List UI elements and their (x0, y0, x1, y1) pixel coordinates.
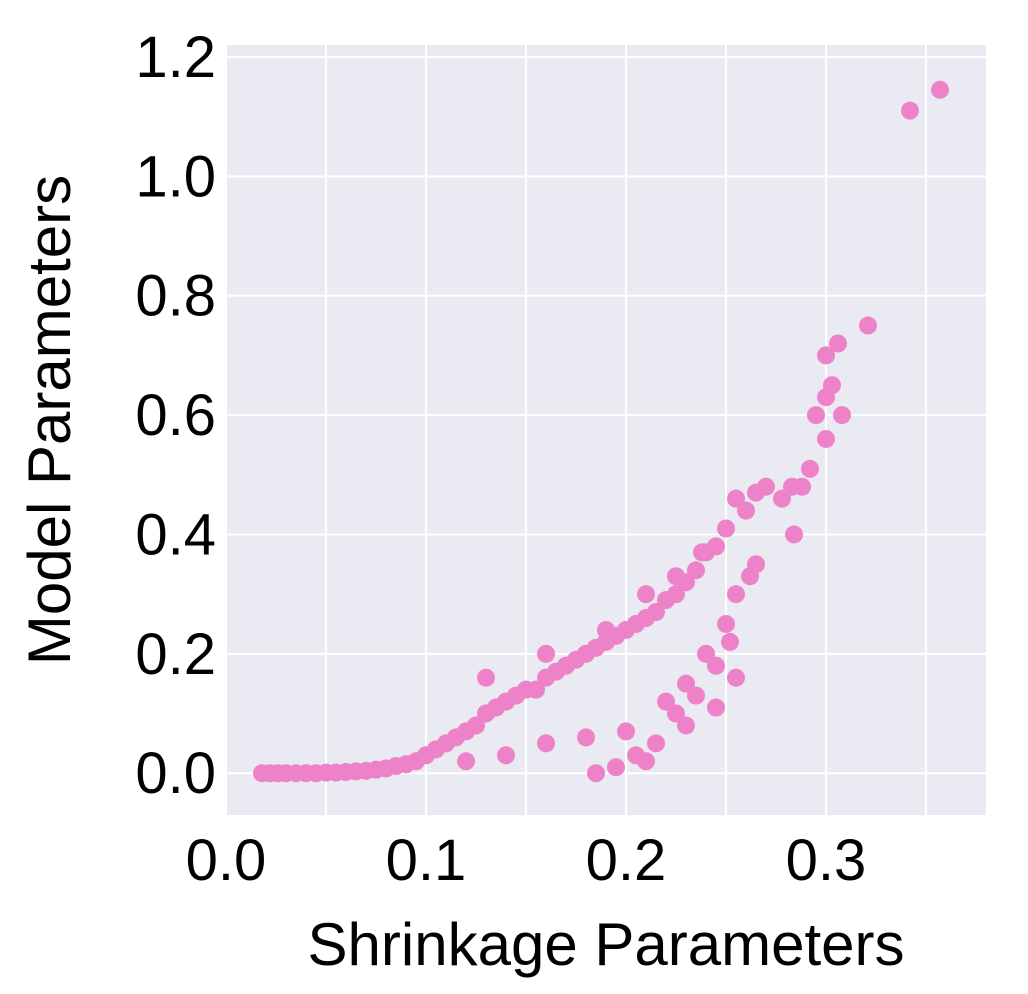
data-point (931, 80, 949, 99)
data-point (647, 603, 665, 622)
data-point (727, 668, 745, 687)
data-point (727, 585, 745, 604)
data-point (829, 334, 847, 353)
data-point (747, 555, 765, 574)
y-tick-label: 0.8 (135, 264, 216, 329)
data-point (537, 734, 555, 753)
data-point (727, 489, 745, 508)
y-tick-label: 0.4 (135, 502, 216, 567)
data-point (667, 704, 685, 723)
data-point (807, 406, 825, 425)
x-axis-label: Shrinkage Parameters (308, 911, 905, 978)
x-tick-labels: 0.0 0.1 0.2 0.3 (186, 828, 867, 893)
data-point (527, 680, 545, 699)
data-point (637, 585, 655, 604)
data-point (697, 644, 715, 663)
data-point (647, 734, 665, 753)
y-tick-label: 0.0 (135, 741, 216, 806)
data-point (785, 525, 803, 544)
grid-lines (225, 45, 986, 815)
data-point (901, 101, 919, 120)
data-point (687, 561, 705, 580)
data-point (667, 567, 685, 586)
data-point (677, 674, 695, 693)
data-point (773, 489, 791, 508)
data-point (587, 764, 605, 783)
y-tick-label: 1.2 (135, 25, 216, 90)
data-point (597, 620, 615, 639)
data-point (497, 746, 515, 765)
data-point (817, 346, 835, 365)
y-tick-label: 0.2 (135, 622, 216, 687)
data-point (823, 376, 841, 395)
data-point (707, 537, 725, 556)
data-point (617, 722, 635, 741)
data-point (707, 656, 725, 675)
y-tick-label: 0.6 (135, 383, 216, 448)
y-tick-labels: 0.0 0.2 0.4 0.6 0.8 1.0 1.2 (135, 25, 216, 806)
y-tick-label: 1.0 (135, 144, 216, 209)
data-point (627, 746, 645, 765)
data-point (657, 692, 675, 711)
data-point (677, 716, 695, 735)
data-point (737, 501, 755, 520)
data-point (577, 728, 595, 747)
data-point (707, 698, 725, 717)
data-point (607, 758, 625, 777)
data-point (833, 406, 851, 425)
data-point (793, 477, 811, 496)
data-point (801, 459, 819, 478)
data-point (477, 668, 495, 687)
data-point (717, 614, 735, 633)
data-point (817, 429, 835, 448)
x-tick-label: 0.2 (586, 828, 667, 893)
data-point (693, 543, 711, 562)
x-tick-label: 0.1 (386, 828, 467, 893)
data-point (467, 716, 485, 735)
data-point (859, 316, 877, 335)
data-point (717, 519, 735, 538)
data-point (721, 632, 739, 651)
x-tick-label: 0.0 (186, 828, 267, 893)
plot-background (226, 45, 986, 815)
data-point (537, 644, 555, 663)
data-points (253, 80, 949, 783)
x-tick-label: 0.3 (786, 828, 867, 893)
data-point (667, 585, 685, 604)
data-point (687, 686, 705, 705)
data-point (757, 477, 775, 496)
y-axis-label: Model Parameters (16, 175, 83, 665)
data-point (457, 752, 475, 771)
data-point (557, 656, 575, 675)
